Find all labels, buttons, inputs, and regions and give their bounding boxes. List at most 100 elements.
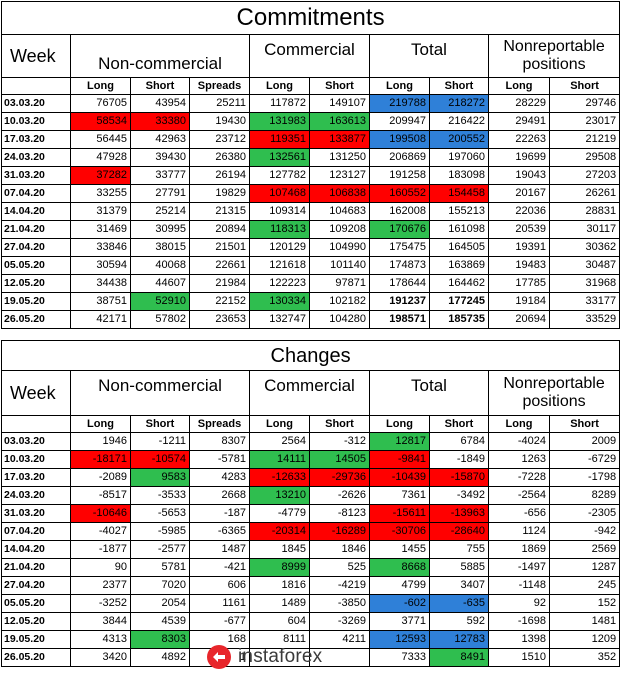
- value-cell: -2577: [130, 540, 190, 559]
- table-row: 27.04.20 2377 7020 606 1816 -4219 4799 3407 -114…: [1, 576, 620, 595]
- value-cell: 19043: [488, 166, 550, 185]
- value-cell: 2569: [548, 540, 620, 559]
- table-row: 12.05.20 3844 4539 -677 604 -3269 3771 592 -1698…: [1, 612, 620, 631]
- value-cell: -6365: [189, 522, 250, 541]
- value-cell: -2564: [488, 486, 550, 505]
- table-row: 26.05.20 3420 4892 1 7333 8491 1510 352: [1, 648, 620, 667]
- value-cell: -602: [369, 594, 430, 613]
- value-cell: 149107: [309, 94, 370, 113]
- value-cell: 97871: [309, 274, 370, 293]
- value-cell: -942: [548, 522, 620, 541]
- value-cell: 121618: [249, 256, 310, 275]
- watermark-text: instaforex: [238, 646, 323, 667]
- value-cell: 5885: [429, 558, 489, 577]
- value-cell: 34438: [70, 274, 131, 293]
- group-total: Total: [369, 370, 489, 416]
- week-header: Week: [1, 370, 71, 416]
- value-cell: 109314: [249, 202, 310, 221]
- value-cell: -12633: [249, 468, 310, 487]
- value-cell: 2054: [130, 594, 190, 613]
- value-cell: 20167: [488, 184, 550, 203]
- subheader-short: Short: [130, 415, 190, 433]
- value-cell: 22152: [189, 292, 250, 311]
- subheader-long: Long: [369, 77, 430, 95]
- week-cell: 31.03.20: [1, 166, 71, 185]
- week-cell: 17.03.20: [1, 130, 71, 149]
- group-noncommercial: Non-commercial: [70, 34, 250, 78]
- commitments-body: 03.03.20 76705 43954 25211 117872 149107 21978…: [1, 94, 620, 329]
- value-cell: 525: [309, 558, 370, 577]
- week-cell: 05.05.20: [1, 256, 71, 275]
- value-cell: 39430: [130, 148, 190, 167]
- value-cell: -3252: [70, 594, 131, 613]
- value-cell: 27203: [548, 166, 620, 185]
- value-cell: 21984: [189, 274, 250, 293]
- table-row: 31.03.20 37282 33777 26194 127782 123127 19125…: [1, 166, 620, 185]
- value-cell: 1510: [488, 648, 550, 667]
- value-cell: 604: [249, 612, 310, 631]
- value-cell: -2626: [309, 486, 370, 505]
- value-cell: -10439: [369, 468, 430, 487]
- table-row: 14.04.20 31379 25214 21315 109314 104683 16200…: [1, 202, 620, 221]
- value-cell: 131250: [309, 148, 370, 167]
- value-cell: 4539: [130, 612, 190, 631]
- value-cell: 7361: [369, 486, 430, 505]
- value-cell: 4892: [130, 648, 190, 667]
- value-cell: 104990: [309, 238, 370, 257]
- value-cell: 1946: [70, 432, 131, 451]
- value-cell: 19699: [488, 148, 550, 167]
- value-cell: -1798: [548, 468, 620, 487]
- value-cell: -5653: [130, 504, 190, 523]
- value-cell: 14505: [309, 450, 370, 469]
- value-cell: 5781: [130, 558, 190, 577]
- value-cell: 164505: [429, 238, 489, 257]
- value-cell: 8999: [249, 558, 310, 577]
- value-cell: -10646: [70, 504, 131, 523]
- week-cell: 31.03.20: [1, 504, 71, 523]
- value-cell: 30117: [548, 220, 620, 239]
- week-cell: 14.04.20: [1, 540, 71, 559]
- value-cell: 102182: [309, 292, 370, 311]
- instaforex-logo-icon: [207, 645, 231, 669]
- changes-title: Changes: [0, 340, 620, 371]
- value-cell: 198571: [369, 310, 430, 329]
- value-cell: 119351: [249, 130, 310, 149]
- value-cell: 31968: [548, 274, 620, 293]
- value-cell: 1489: [249, 594, 310, 613]
- value-cell: -6729: [548, 450, 620, 469]
- value-cell: 21501: [189, 238, 250, 257]
- week-cell: 14.04.20: [1, 202, 71, 221]
- value-cell: -4024: [488, 432, 550, 451]
- value-cell: 2377: [70, 576, 131, 595]
- value-cell: 23712: [189, 130, 250, 149]
- subheader-short: Short: [309, 415, 370, 433]
- value-cell: 26194: [189, 166, 250, 185]
- value-cell: 21219: [548, 130, 620, 149]
- week-cell: 19.05.20: [1, 630, 71, 649]
- subheader-long: Long: [369, 415, 430, 433]
- week-cell: 27.04.20: [1, 238, 71, 257]
- value-cell: -3269: [309, 612, 370, 631]
- value-cell: 206869: [369, 148, 430, 167]
- subheader-short: Short: [429, 77, 489, 95]
- changes-subheader-row: Long Short Spreads Long Short Long Short Long Sh…: [1, 415, 620, 433]
- value-cell: 8307: [189, 432, 250, 451]
- value-cell: 31379: [70, 202, 131, 221]
- value-cell: 1816: [249, 576, 310, 595]
- week-cell: 12.05.20: [1, 274, 71, 293]
- value-cell: 19430: [189, 112, 250, 131]
- value-cell: 3420: [70, 648, 131, 667]
- changes-table: Changes Week Non-commercial Commercial T…: [0, 340, 620, 667]
- value-cell: 30487: [548, 256, 620, 275]
- value-cell: 162008: [369, 202, 430, 221]
- value-cell: 33846: [70, 238, 131, 257]
- value-cell: 52910: [130, 292, 190, 311]
- value-cell: -18171: [70, 450, 131, 469]
- value-cell: 43954: [130, 94, 190, 113]
- group-noncommercial: Non-commercial: [70, 370, 250, 416]
- watermark: instaforex: [206, 640, 356, 674]
- value-cell: -1497: [488, 558, 550, 577]
- table-row: 17.03.20 56445 42963 23712 119351 133877 19950…: [1, 130, 620, 149]
- week-cell: 26.05.20: [1, 648, 71, 667]
- table-row: 21.04.20 90 5781 -421 8999 525 8668 5885 -1497 12…: [1, 558, 620, 577]
